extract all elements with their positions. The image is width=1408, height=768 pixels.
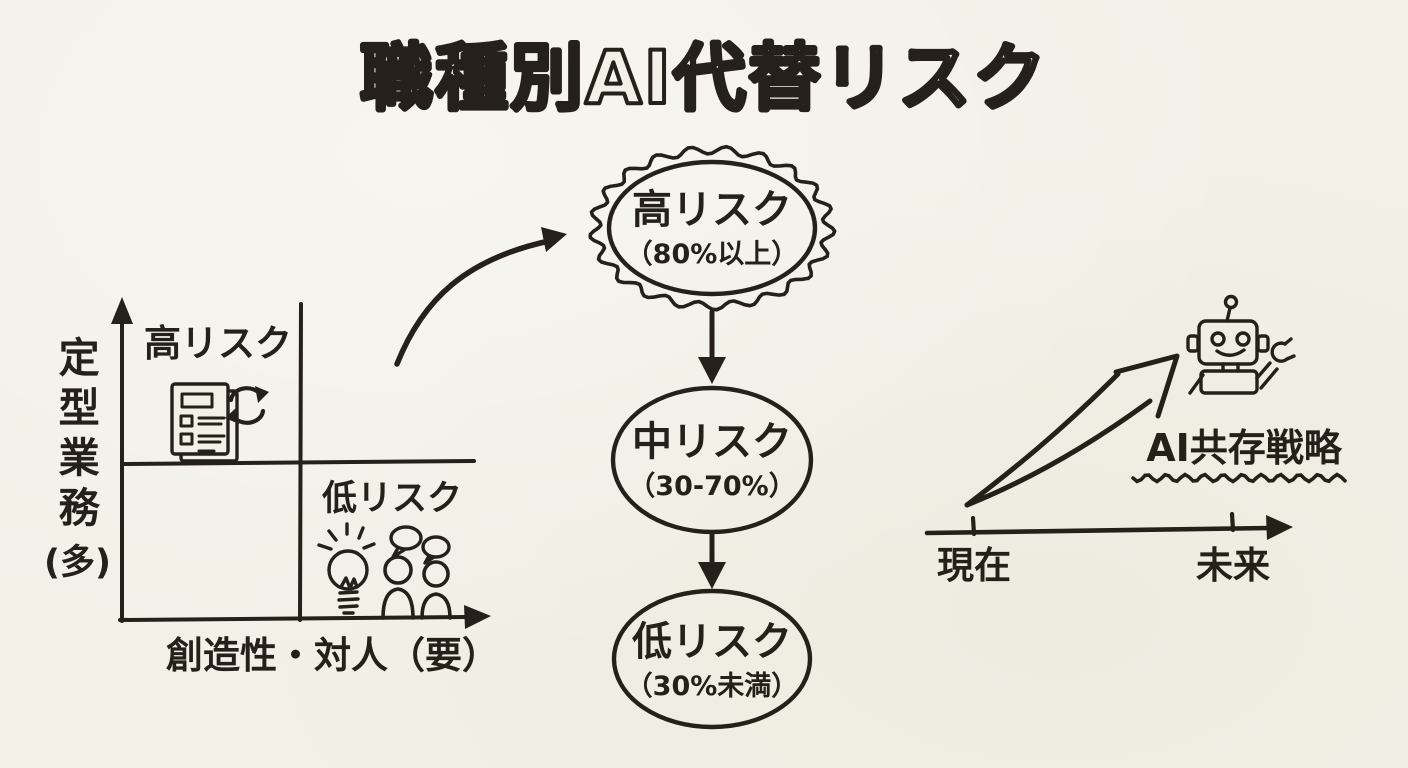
timeline-axis — [924, 511, 1293, 540]
flowchart-arrows — [698, 309, 726, 589]
high-risk-wavy-border — [588, 144, 837, 312]
people-icon — [381, 555, 452, 620]
lightbulb-icon — [317, 522, 376, 615]
growth-swoosh-arrow — [964, 353, 1180, 508]
flow-node-low-range: （30%未満） — [625, 671, 799, 702]
flow-node-high-range: （80%以上） — [625, 239, 799, 270]
quadrant-axes — [118, 302, 476, 623]
timeline-now-label: 現在 — [937, 544, 1011, 587]
low-risk-oval — [611, 588, 813, 730]
robot-icon — [1186, 294, 1296, 395]
y-axis-label: 定型業務 — [51, 336, 100, 536]
strategy-label: AI共存戦略 — [1146, 426, 1342, 470]
strategy-underline — [1131, 472, 1347, 484]
high-risk-oval — [606, 159, 818, 297]
quadrant-axis-arrowheads — [111, 297, 491, 629]
speech-bubbles-icon — [389, 525, 451, 565]
quadrant-high-risk-label: 高リスク — [144, 322, 292, 365]
flow-node-mid-range: （30-70%） — [628, 471, 796, 502]
timeline-future-label: 未来 — [1196, 544, 1270, 587]
flow-node-mid-label: 中リスク — [632, 419, 792, 465]
quadrant-low-risk-label: 低リスク — [322, 479, 463, 519]
flow-node-low-label: 低リスク — [632, 619, 792, 665]
curved-arrow — [394, 227, 567, 367]
refresh-icon — [225, 386, 269, 425]
flow-node-high-label: 高リスク — [632, 187, 792, 233]
y-axis-qualifier: (多) — [44, 543, 111, 583]
document-icon — [170, 382, 239, 463]
diagram-title: 職種別AI代替リスク — [360, 36, 1048, 121]
x-axis-label: 創造性・対人（要） — [166, 634, 499, 677]
